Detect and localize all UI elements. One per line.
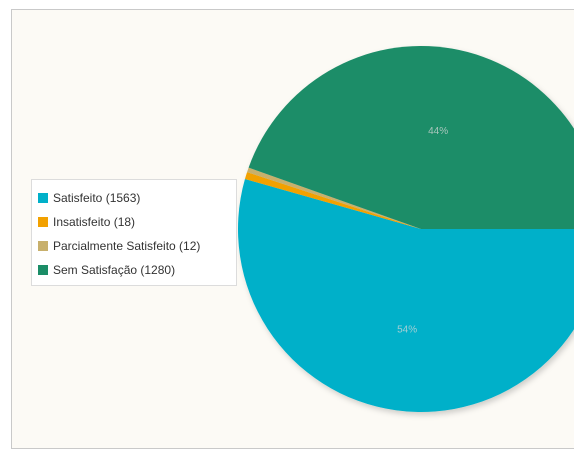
chart-legend: Satisfeito (1563) Insatisfeito (18) Parc… bbox=[31, 179, 237, 286]
pie-slice-parcialmente-satisfeito[interactable] bbox=[247, 167, 421, 229]
legend-swatch bbox=[38, 241, 48, 251]
legend-item-sem-satisfacao[interactable]: Sem Satisfação (1280) bbox=[32, 258, 236, 282]
legend-item-parcialmente-satisfeito[interactable]: Parcialmente Satisfeito (12) bbox=[32, 234, 236, 258]
legend-item-satisfeito[interactable]: Satisfeito (1563) bbox=[32, 186, 236, 210]
pie-slice-insatisfeito[interactable] bbox=[244, 172, 421, 229]
legend-label: Sem Satisfação (1280) bbox=[53, 263, 176, 277]
slice-data-label: 54% bbox=[397, 325, 417, 336]
slice-data-label: 44% bbox=[428, 126, 448, 137]
legend-swatch bbox=[38, 265, 48, 275]
legend-swatch bbox=[38, 193, 48, 203]
legend-swatch bbox=[38, 217, 48, 227]
legend-label: Parcialmente Satisfeito (12) bbox=[53, 239, 201, 253]
legend-item-insatisfeito[interactable]: Insatisfeito (18) bbox=[32, 210, 236, 234]
legend-label: Satisfeito (1563) bbox=[53, 191, 141, 205]
pie-slice-satisfeito[interactable] bbox=[238, 179, 574, 412]
pie-slice-sem-satisfa-o[interactable] bbox=[248, 46, 574, 229]
chart-panel: 54% 44% Satisfeito (1563) Insatisfeito (1… bbox=[11, 9, 574, 449]
pie-chart: 54% 44% bbox=[238, 46, 574, 412]
legend-label: Insatisfeito (18) bbox=[53, 215, 136, 229]
